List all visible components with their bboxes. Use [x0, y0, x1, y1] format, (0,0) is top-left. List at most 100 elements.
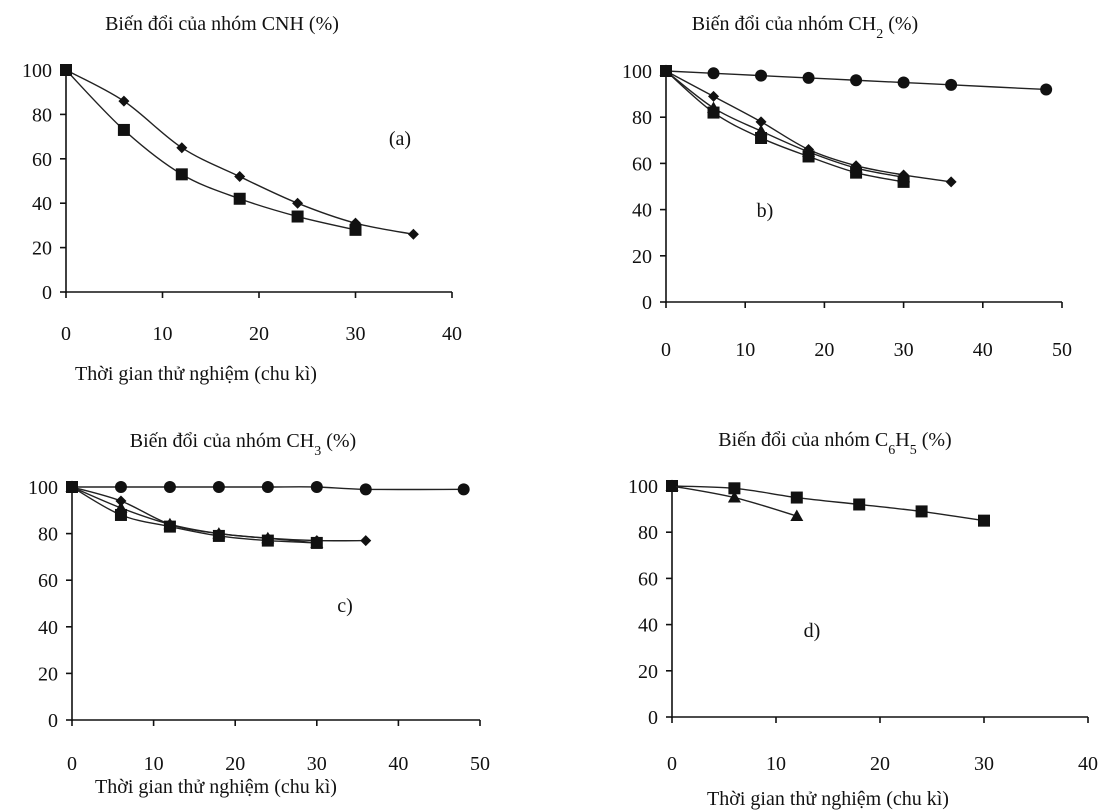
y-tick-label: 40: [38, 617, 58, 639]
x-tick-label: 30: [974, 753, 994, 775]
data-point-square: [261, 534, 274, 547]
data-point-circle: [755, 69, 768, 82]
series-line: [71, 486, 317, 544]
data-point-circle: [707, 67, 720, 80]
data-point-circle: [310, 481, 323, 493]
series-line: [665, 70, 904, 183]
data-point-square: [66, 481, 78, 493]
y-tick-label: 60: [638, 568, 658, 590]
data-point-square: [853, 498, 866, 511]
data-point-square: [310, 536, 323, 549]
series-line: [71, 486, 317, 544]
data-point-diamond: [115, 495, 127, 507]
data-point-triangle: [727, 491, 741, 503]
series-square: [660, 65, 910, 188]
x-tick-label: 40: [442, 323, 462, 345]
y-tick-label: 40: [638, 615, 658, 637]
series-square: [66, 481, 323, 549]
y-tick-label: 40: [632, 200, 652, 222]
y-tick-label: 100: [22, 60, 52, 82]
data-point-diamond: [945, 176, 957, 188]
y-tick-label: 60: [38, 570, 58, 592]
series-circle: [66, 481, 470, 496]
data-point-square: [978, 514, 990, 527]
series-triangle: [659, 64, 911, 183]
data-point-circle: [897, 76, 910, 89]
chart-title: Biến đổi của nhóm C6H5 (%): [718, 429, 951, 458]
data-point-diamond: [118, 95, 130, 107]
x-tick-label: 10: [766, 753, 786, 775]
data-point-square: [175, 168, 188, 181]
data-point-circle: [1040, 83, 1053, 96]
series-square: [666, 480, 990, 527]
y-tick-label: 20: [38, 663, 58, 685]
chart-d: Biến đổi của nhóm C6H5 (%) 0 20 40 60 80 100 0 1…: [628, 429, 1098, 810]
x-tick-label: 30: [307, 753, 327, 775]
y-tick-label: 80: [638, 522, 658, 544]
data-point-circle: [359, 483, 372, 496]
data-point-circle: [163, 481, 176, 493]
chart-c: Biến đổi của nhóm CH3 (%) 0 20 40 60 80 100 0 10…: [28, 430, 490, 798]
x-tick-label: 30: [346, 323, 366, 345]
data-point-square: [802, 150, 815, 163]
series-triangle: [65, 480, 324, 548]
data-point-circle: [457, 483, 470, 496]
data-point-diamond: [292, 197, 304, 209]
y-tick-label: 0: [48, 710, 58, 732]
x-axis-title: Thời gian thử nghiệm (chu kì): [707, 788, 949, 810]
chart-title: Biến đổi của nhóm CNH (%): [105, 13, 339, 35]
y-tick-label: 100: [622, 61, 652, 83]
data-point-circle: [802, 71, 815, 84]
series-triangle: [665, 479, 804, 522]
x-tick-label: 0: [61, 323, 71, 345]
x-tick-label: 0: [667, 753, 677, 775]
x-tick-label: 10: [144, 753, 164, 775]
data-point-triangle: [665, 479, 679, 491]
data-point-square: [915, 505, 928, 518]
data-point-diamond: [176, 142, 188, 154]
data-point-square: [660, 65, 672, 77]
x-tick-label: 20: [814, 339, 834, 361]
x-tick-label: 20: [870, 753, 890, 775]
chart-b: Biến đổi của nhóm CH2 (%) 0 20 40 60 80 100 0 10…: [622, 13, 1072, 361]
x-tick-label: 20: [225, 753, 245, 775]
x-tick-label: 0: [67, 753, 77, 775]
x-tick-label: 20: [249, 323, 269, 345]
x-tick-label: 10: [735, 339, 755, 361]
data-point-square: [755, 131, 768, 144]
panel-label: d): [804, 620, 821, 642]
x-tick-label: 50: [1052, 339, 1072, 361]
data-point-triangle: [790, 509, 804, 522]
data-point-square: [163, 520, 176, 533]
y-tick-label: 0: [642, 292, 652, 314]
x-tick-label: 40: [973, 339, 993, 361]
data-point-circle: [850, 74, 863, 87]
data-point-diamond: [708, 90, 720, 102]
data-point-square: [728, 482, 741, 495]
x-tick-label: 40: [1078, 753, 1098, 775]
y-tick-label: 60: [32, 149, 52, 171]
series-line: [665, 70, 904, 178]
data-point-square: [60, 64, 72, 76]
x-tick-label: 10: [153, 323, 173, 345]
chart-title: Biến đổi của nhóm CH2 (%): [692, 13, 918, 42]
data-point-diamond: [234, 171, 246, 183]
panel-label: b): [757, 200, 774, 222]
y-tick-label: 80: [632, 107, 652, 129]
series-circle: [660, 65, 1053, 96]
data-point-diamond: [407, 228, 419, 240]
y-tick-label: 20: [32, 238, 52, 260]
y-tick-label: 0: [648, 707, 658, 729]
data-point-circle: [945, 78, 958, 91]
x-tick-label: 30: [894, 339, 914, 361]
panel-label: c): [337, 595, 353, 617]
series-line: [665, 70, 952, 183]
data-point-circle: [212, 481, 225, 493]
y-tick-label: 20: [638, 661, 658, 683]
data-point-diamond: [755, 116, 767, 128]
data-point-diamond: [360, 535, 372, 547]
panel-label: (a): [389, 128, 411, 150]
x-tick-label: 0: [661, 339, 671, 361]
series-square: [60, 64, 362, 236]
